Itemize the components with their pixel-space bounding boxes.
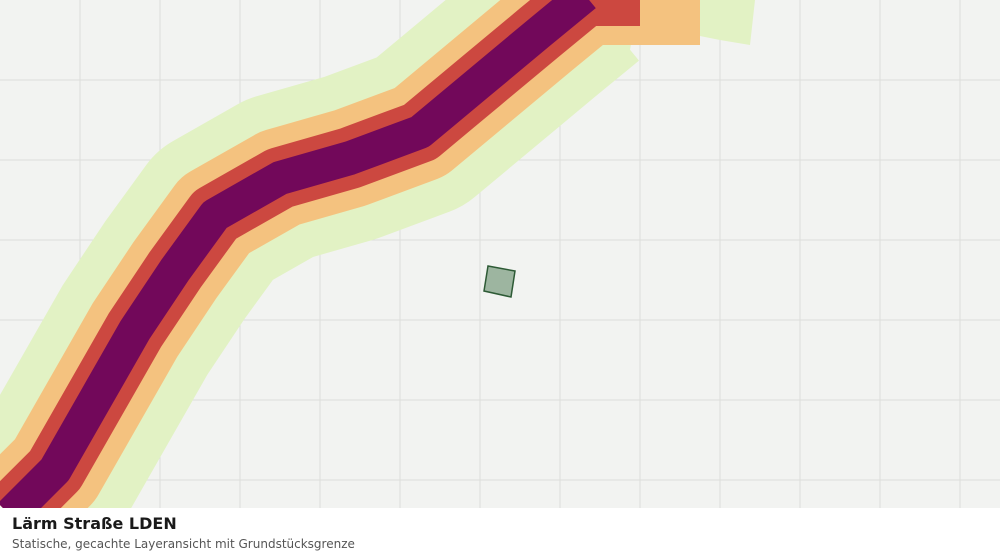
map [0, 0, 1000, 508]
layer-subtitle: Statische, gecachte Layeransicht mit Gru… [12, 537, 355, 551]
noise-bands [0, 0, 755, 508]
parcel-boundary [483, 265, 516, 298]
noise-band-very-high [0, 0, 596, 508]
caption: Lärm Straße LDEN Statische, gecachte Lay… [0, 508, 1000, 560]
layer-title: Lärm Straße LDEN [12, 514, 177, 533]
